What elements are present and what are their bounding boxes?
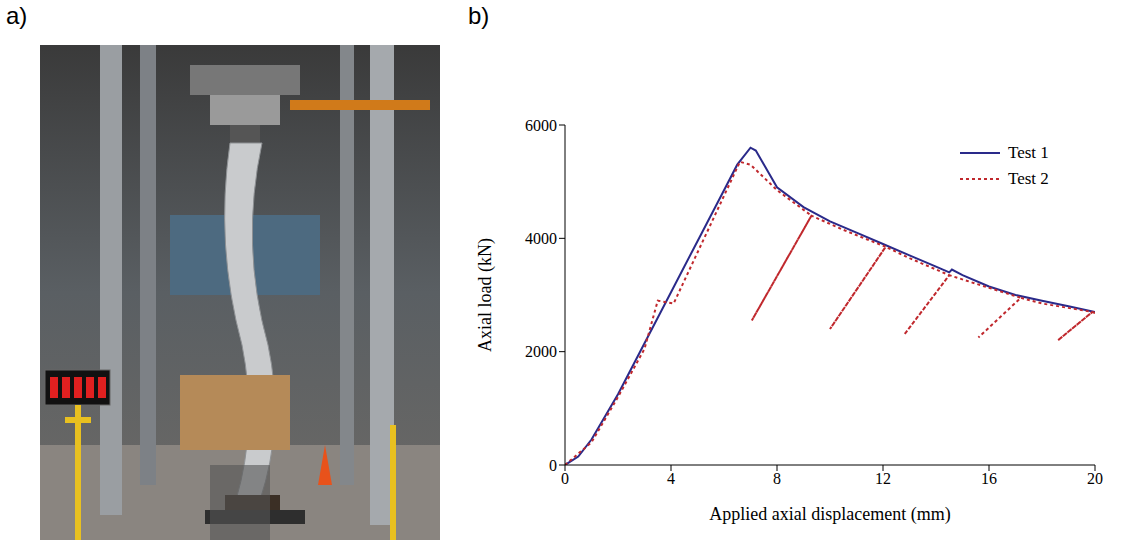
svg-text:0: 0 [549, 457, 557, 474]
svg-text:Applied axial displacement (mm: Applied axial displacement (mm) [709, 504, 950, 525]
html-text:Test 2: Test 2 [1008, 169, 1049, 188]
svg-text:20: 20 [1087, 470, 1103, 487]
svg-text:12: 12 [875, 470, 891, 487]
svg-text:2000: 2000 [525, 343, 557, 360]
svg-text:0: 0 [561, 470, 569, 487]
svg-text:4: 4 [667, 470, 675, 487]
svg-text:8: 8 [773, 470, 781, 487]
html-text:Test 1: Test 1 [1008, 143, 1049, 162]
svg-text:Axial load (kN): Axial load (kN) [475, 238, 496, 352]
svg-text:4000: 4000 [525, 230, 557, 247]
svg-text:6000: 6000 [525, 117, 557, 134]
html-text:a): a) [6, 2, 28, 29]
svg-text:16: 16 [981, 470, 997, 487]
html-text:b): b) [468, 2, 490, 29]
